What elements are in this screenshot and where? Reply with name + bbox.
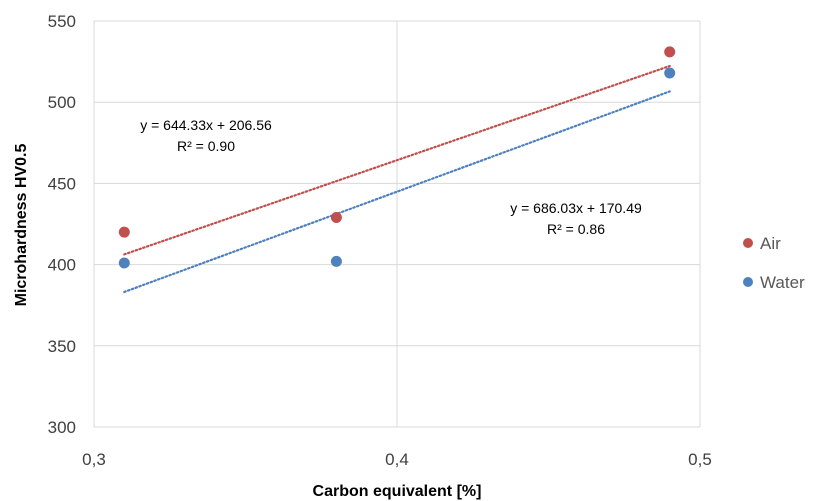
data-point-air (664, 46, 676, 58)
data-point-water (118, 257, 130, 269)
air-r2-label: R² = 0.90 (177, 138, 235, 154)
x-tick-label: 0,3 (82, 450, 106, 469)
legend-air-label: Air (760, 234, 781, 253)
air-equation-label: y = 644.33x + 206.56 (140, 117, 272, 133)
legend: Air Water (743, 234, 805, 292)
y-tick-label: 350 (48, 337, 76, 356)
x-tick-label: 0,4 (385, 450, 409, 469)
legend-water-marker (743, 277, 753, 287)
y-tick-label: 450 (48, 174, 76, 193)
water-r2-label: R² = 0.86 (547, 221, 605, 237)
y-tick-label: 550 (48, 12, 76, 31)
y-tick-label: 300 (48, 418, 76, 437)
y-axis-ticks: 300 350 400 450 500 550 (48, 12, 76, 437)
y-axis-title: Microhardness HV0.5 (13, 144, 30, 307)
y-tick-label: 500 (48, 93, 76, 112)
y-tick-label: 400 (48, 256, 76, 275)
data-point-water (664, 67, 676, 79)
data-points (118, 46, 676, 269)
trendline-water (123, 90, 671, 294)
data-point-air (118, 226, 130, 238)
x-axis-title: Carbon equivalent [%] (313, 483, 482, 500)
water-equation-label: y = 686.03x + 170.49 (510, 200, 642, 216)
gridlines (93, 20, 701, 428)
data-point-air (330, 212, 342, 224)
legend-air-marker (743, 238, 753, 248)
data-point-water (330, 255, 342, 267)
trendlines (123, 64, 671, 294)
legend-water-label: Water (760, 273, 805, 292)
trendline-air (123, 64, 671, 256)
x-tick-label: 0,5 (688, 450, 712, 469)
x-axis-ticks: 0,3 0,4 0,5 (82, 450, 712, 469)
